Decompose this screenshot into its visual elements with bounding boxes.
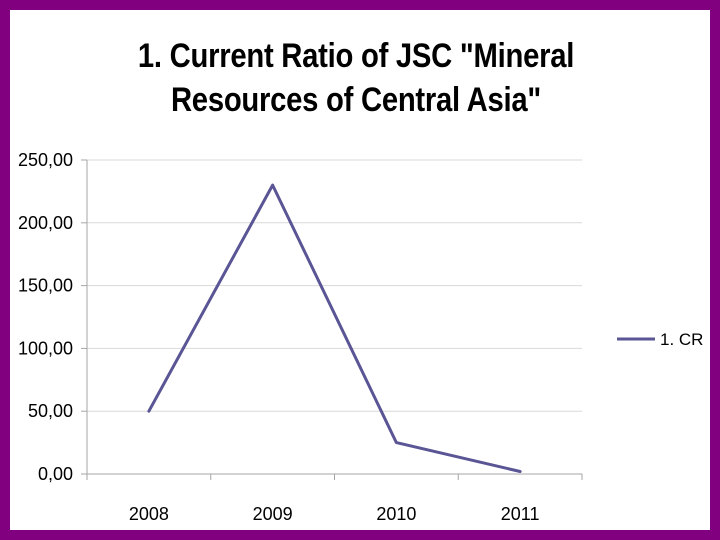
chart-title: 1. Current Ratio of JSC "Mineral Resourc… bbox=[119, 34, 594, 122]
x-axis: 2008 2009 2010 2011 bbox=[86, 473, 583, 524]
y-tick-label: 50,00 bbox=[28, 401, 73, 421]
chart-title-line-2: Resources of Central Asia" bbox=[170, 81, 542, 119]
y-tick-label: 150,00 bbox=[18, 276, 73, 296]
y-tick-label: 100,00 bbox=[18, 338, 73, 358]
legend-label: 1. CR bbox=[660, 330, 703, 349]
y-axis: 0,00 50,00 100,00 150,00 200,00 250,00 bbox=[18, 150, 88, 484]
x-tick-label: 2009 bbox=[253, 504, 293, 524]
x-tick-label: 2008 bbox=[129, 504, 169, 524]
y-tick-label: 200,00 bbox=[18, 213, 73, 233]
gridlines bbox=[87, 159, 582, 412]
x-tick-label: 2011 bbox=[501, 504, 540, 524]
y-tick-label: 0,00 bbox=[38, 464, 73, 484]
x-tick-label: 2010 bbox=[376, 504, 416, 524]
legend: 1. CR bbox=[617, 330, 703, 349]
y-tick-label: 250,00 bbox=[18, 150, 73, 170]
series-line bbox=[147, 183, 522, 473]
chart-title-line-1: 1. Current Ratio of JSC "Mineral bbox=[137, 37, 575, 75]
series-lines bbox=[147, 183, 522, 473]
